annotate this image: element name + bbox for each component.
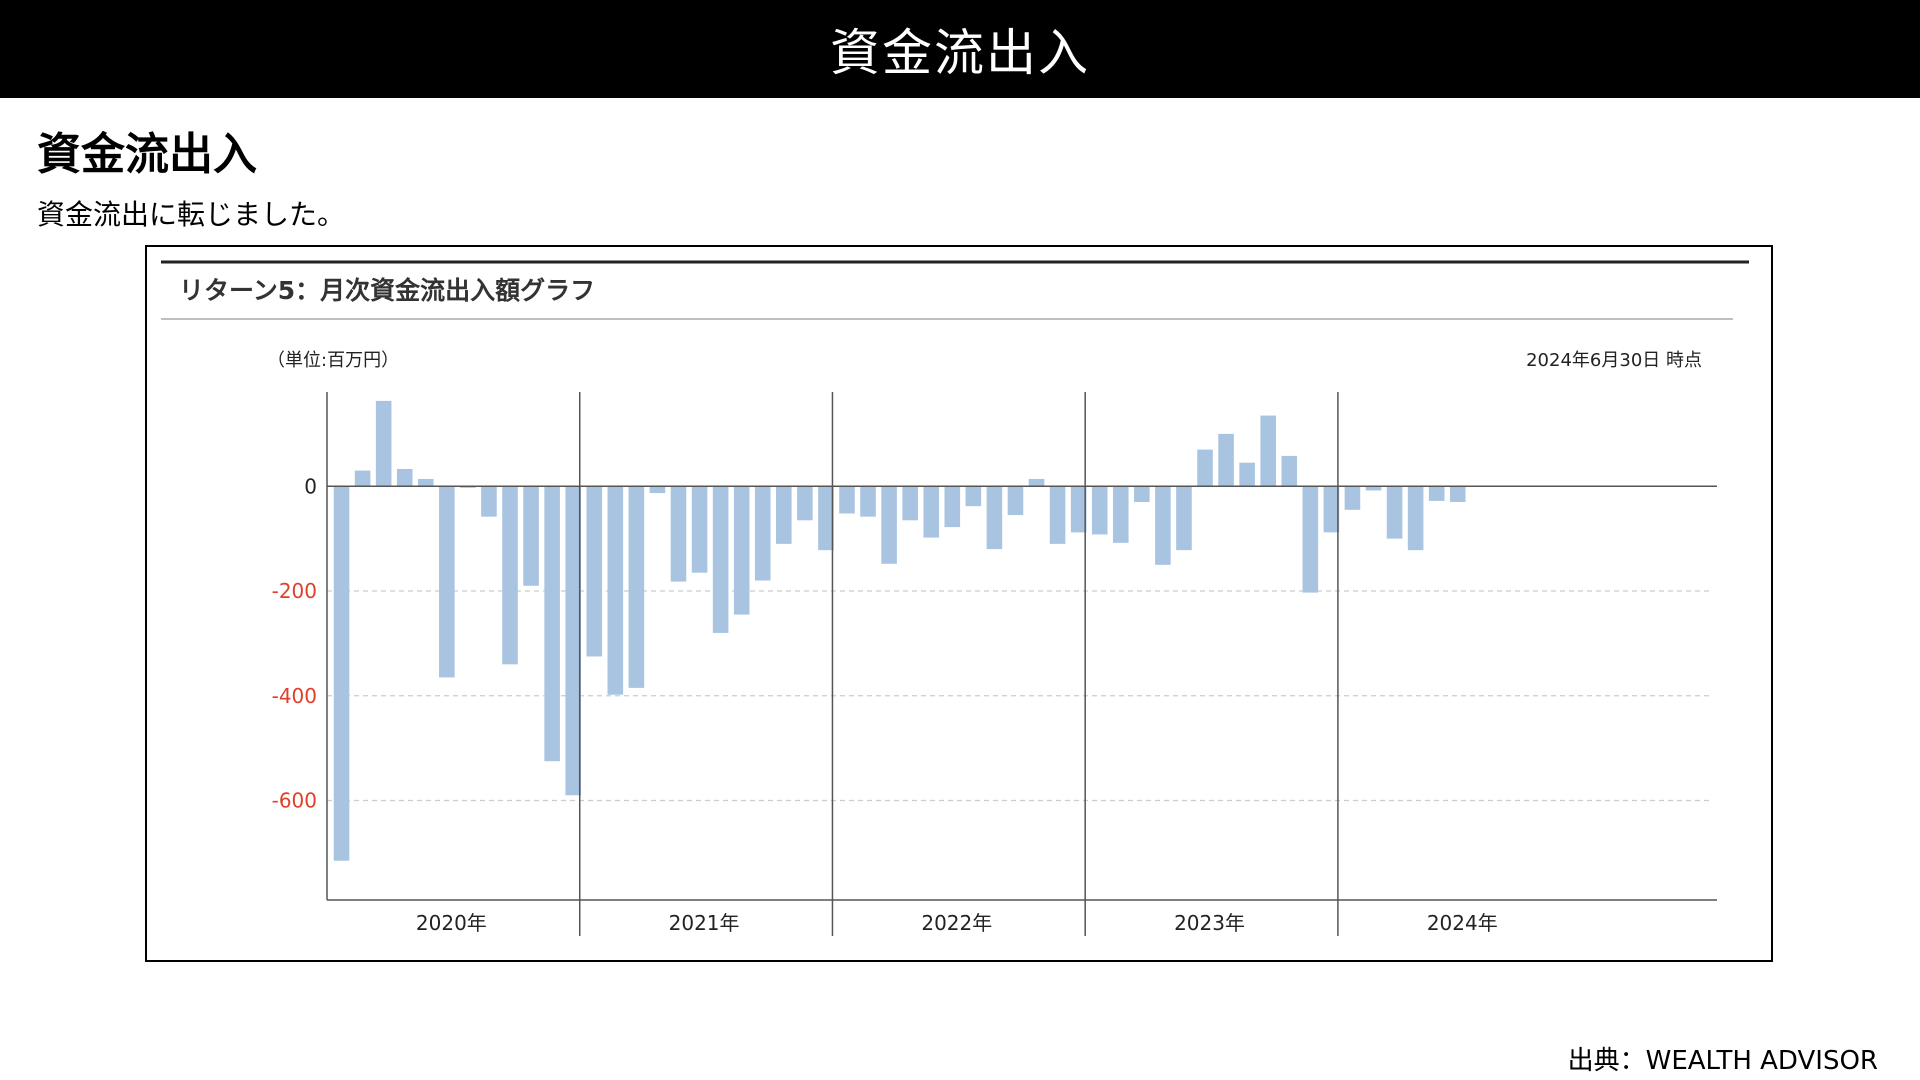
year-label: 2020年	[416, 911, 487, 935]
section-description: 資金流出に転じました。	[37, 198, 346, 231]
bar	[565, 486, 581, 796]
chart-frame: リターン5：月次資金流出入額グラフ （単位:百万円） 2024年6月30日 時点…	[145, 245, 1773, 962]
bar	[354, 470, 371, 487]
bar	[502, 486, 518, 665]
bar	[1197, 449, 1213, 487]
bar	[754, 486, 771, 581]
bar	[333, 486, 350, 861]
bar	[481, 486, 497, 517]
slide-title-bar: 資金流出入	[0, 0, 1920, 98]
bar	[1323, 486, 1340, 533]
bar	[670, 486, 687, 582]
bar	[417, 478, 434, 487]
bar	[818, 486, 834, 551]
section-heading: 資金流出入	[37, 129, 257, 180]
chart-title: リターン5：月次資金流出入額グラフ	[179, 276, 595, 305]
y-tick-label: -400	[272, 684, 317, 708]
y-tick-label: -600	[272, 788, 317, 812]
bar	[439, 486, 455, 678]
bar	[1134, 486, 1150, 502]
bar	[460, 486, 476, 488]
bar	[860, 486, 876, 517]
bar	[1428, 486, 1445, 501]
bar	[1176, 486, 1192, 551]
bar	[1365, 486, 1382, 491]
bar	[1091, 486, 1108, 535]
bar	[1344, 486, 1361, 510]
bar	[523, 486, 539, 586]
source-credit: 出典：WEALTH ADVISOR	[1567, 1046, 1878, 1076]
bar	[1028, 478, 1045, 487]
unit-label: （単位:百万円）	[267, 350, 399, 371]
bar	[712, 486, 729, 633]
bar	[839, 486, 855, 514]
bar	[649, 486, 666, 494]
bar	[797, 486, 813, 521]
bar	[375, 400, 392, 487]
y-tick-label: 0	[304, 474, 317, 498]
bar	[1449, 486, 1466, 502]
bar	[1281, 455, 1298, 487]
bar	[544, 486, 560, 762]
fund-flow-chart: リターン5：月次資金流出入額グラフ （単位:百万円） 2024年6月30日 時点…	[161, 260, 1749, 936]
bar	[986, 486, 1003, 550]
bar	[691, 486, 708, 573]
year-label: 2024年	[1427, 911, 1498, 935]
bar	[628, 486, 645, 688]
bar	[1260, 415, 1276, 487]
bar	[881, 486, 897, 564]
as-of-date: 2024年6月30日 時点	[1526, 350, 1702, 371]
bar	[396, 468, 413, 487]
bar	[965, 486, 982, 507]
bar	[1239, 462, 1255, 487]
y-tick-label: -200	[272, 579, 317, 603]
bar	[1007, 486, 1024, 516]
bar	[1049, 486, 1066, 544]
bar	[1155, 486, 1171, 565]
bar	[923, 486, 940, 538]
bar	[607, 486, 624, 695]
bar	[776, 486, 792, 544]
bar	[902, 486, 918, 521]
year-label: 2021年	[669, 911, 740, 935]
bar	[1386, 486, 1403, 539]
plot-area: 2020年 2021年 2022年 2023年 2024年 0 -200 -400 -600	[272, 392, 1717, 936]
bar	[1218, 433, 1234, 487]
bar	[586, 486, 603, 657]
slide-title: 資金流出入	[830, 24, 1090, 82]
bar	[1112, 486, 1129, 543]
year-label: 2023年	[1174, 911, 1245, 935]
bar	[733, 486, 750, 615]
bar	[944, 486, 961, 528]
bar	[1070, 486, 1087, 533]
year-label: 2022年	[921, 911, 992, 935]
bar	[1302, 486, 1319, 593]
bar	[1407, 486, 1424, 551]
